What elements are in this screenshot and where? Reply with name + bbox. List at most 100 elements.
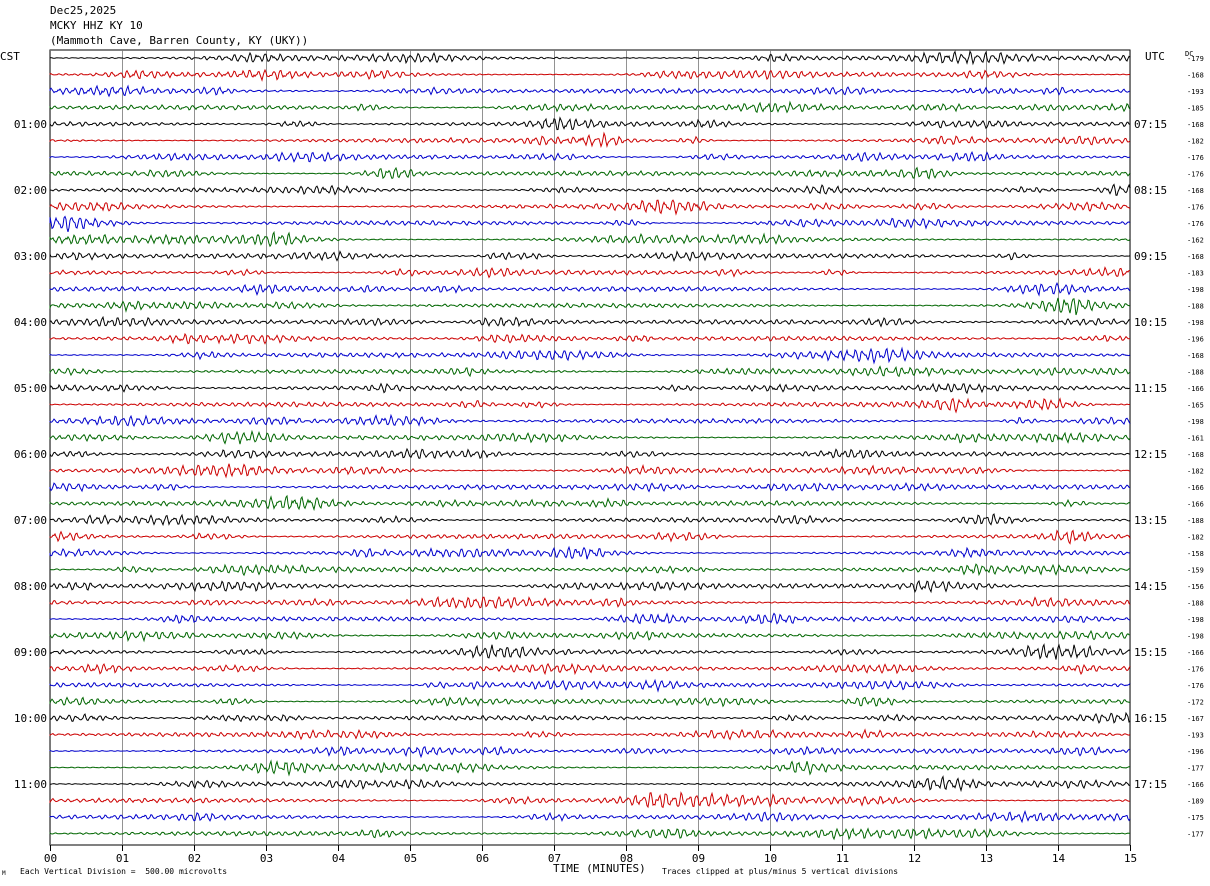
station-location: (Mammoth Cave, Barren County, KY (UKY))	[50, 34, 309, 47]
dc-offset-label: -177	[1187, 831, 1204, 839]
trace-line	[49, 315, 1131, 328]
dc-offset-label: -168	[1187, 451, 1204, 459]
dc-offset-label: -167	[1187, 715, 1204, 723]
dc-offset-label: -198	[1187, 418, 1204, 426]
dc-offset-label: -176	[1187, 666, 1204, 674]
dc-offset-label: -176	[1187, 204, 1204, 212]
x-tick-label: 00	[44, 852, 57, 865]
trace-line	[49, 429, 1131, 445]
dc-offset-label: -166	[1187, 649, 1204, 657]
trace-line	[49, 281, 1131, 297]
dc-offset-label: -158	[1187, 550, 1204, 558]
cst-hour-label: 07:00	[14, 514, 47, 527]
cst-hour-label: 03:00	[14, 250, 47, 263]
trace-line	[49, 150, 1130, 163]
trace-line	[49, 84, 1131, 98]
dc-offset-label: -188	[1187, 517, 1204, 525]
cst-hour-label: 11:00	[14, 778, 47, 791]
trace-line	[49, 678, 1131, 693]
cst-hour-label: 10:00	[14, 712, 47, 725]
clip-note: Traces clipped at plus/minus 5 vertical …	[662, 867, 899, 876]
trace-line	[49, 250, 1131, 263]
trace-line	[49, 596, 1131, 610]
trace-line	[49, 183, 1131, 196]
cst-hour-label: 01:00	[14, 118, 47, 131]
dc-offset-label: -189	[1187, 798, 1204, 806]
trace-line	[49, 612, 1131, 625]
dc-offset-label: -168	[1187, 187, 1204, 195]
trace-line	[49, 413, 1131, 428]
x-axis-label: TIME (MINUTES)	[553, 862, 646, 875]
dc-offset-label: -175	[1187, 814, 1204, 822]
trace-line	[49, 791, 1131, 809]
plot-frame	[49, 49, 1131, 846]
trace-line	[49, 481, 1131, 493]
trace-line	[49, 297, 1131, 316]
dc-offset-label: -198	[1187, 319, 1204, 327]
dc-offset-label: -165	[1187, 402, 1204, 410]
trace-line	[49, 166, 1131, 180]
dc-offset-label: -162	[1187, 237, 1204, 245]
utc-hour-label: 17:15	[1134, 778, 1167, 791]
dc-offset-label: -196	[1187, 748, 1204, 756]
dc-offset-label: -198	[1187, 616, 1204, 624]
x-tick-label: 07	[548, 852, 561, 865]
trace-line	[49, 662, 1131, 676]
dc-offset-label: -182	[1187, 468, 1204, 476]
trace-line	[49, 643, 1131, 660]
trace-line	[49, 332, 1130, 345]
utc-hour-label: 16:15	[1134, 712, 1167, 725]
dc-offset-label: -156	[1187, 583, 1204, 591]
trace-line	[49, 365, 1131, 378]
dc-offset-label: -176	[1187, 220, 1204, 228]
x-tick-label: 09	[692, 852, 705, 865]
utc-hour-label: 11:15	[1134, 382, 1167, 395]
cst-hour-label: 05:00	[14, 382, 47, 395]
dc-offset-label: -185	[1187, 105, 1204, 113]
dc-offset-label: -183	[1187, 270, 1204, 278]
trace-line	[49, 513, 1131, 527]
cst-hour-label: 09:00	[14, 646, 47, 659]
utc-hour-label: 12:15	[1134, 448, 1167, 461]
scale-note: Each Vertical Division = 500.00 microvol…	[20, 867, 228, 876]
dc-header-label: DC	[1185, 50, 1194, 58]
trace-line	[49, 827, 1131, 841]
dc-offset-label: -166	[1187, 781, 1204, 789]
dc-offset-label: -176	[1187, 154, 1204, 162]
trace-line	[49, 68, 1131, 82]
x-tick-label: 08	[620, 852, 633, 865]
dc-offset-label: -196	[1187, 336, 1204, 344]
dc-offset-label: -166	[1187, 501, 1204, 509]
trace-line	[49, 696, 1131, 708]
trace-line	[49, 382, 1131, 395]
dc-offset-label: -166	[1187, 385, 1204, 393]
trace-line	[49, 580, 1131, 594]
utc-hour-label: 14:15	[1134, 580, 1167, 593]
station-name: MCKY HHZ KY 10	[50, 19, 143, 32]
trace-line	[49, 545, 1131, 560]
x-tick-label: 05	[404, 852, 417, 865]
cst-hour-label: 02:00	[14, 184, 47, 197]
trace-line	[49, 100, 1131, 114]
trace-line	[49, 346, 1131, 365]
x-tick-label: 04	[332, 852, 346, 865]
dc-offset-label: -177	[1187, 765, 1204, 773]
trace-line	[49, 215, 1131, 233]
dc-offset-label: -168	[1187, 253, 1204, 261]
trace-line	[49, 529, 1131, 545]
trace-line	[49, 563, 1131, 577]
trace-line	[49, 463, 1131, 479]
trace-line	[49, 809, 1131, 824]
trace-line	[49, 629, 1131, 643]
trace-line	[49, 728, 1131, 741]
utc-hour-label: 07:15	[1134, 118, 1167, 131]
cst-hour-label: 04:00	[14, 316, 47, 329]
dc-offset-label: -168	[1187, 121, 1204, 129]
dc-offset-label: -161	[1187, 435, 1204, 443]
chart-date: Dec25,2025	[50, 4, 117, 17]
x-tick-label: 14	[1052, 852, 1066, 865]
trace-line	[49, 494, 1131, 512]
trace-line	[49, 230, 1131, 248]
utc-hour-label: 08:15	[1134, 184, 1167, 197]
dc-offset-label: -168	[1187, 352, 1204, 360]
